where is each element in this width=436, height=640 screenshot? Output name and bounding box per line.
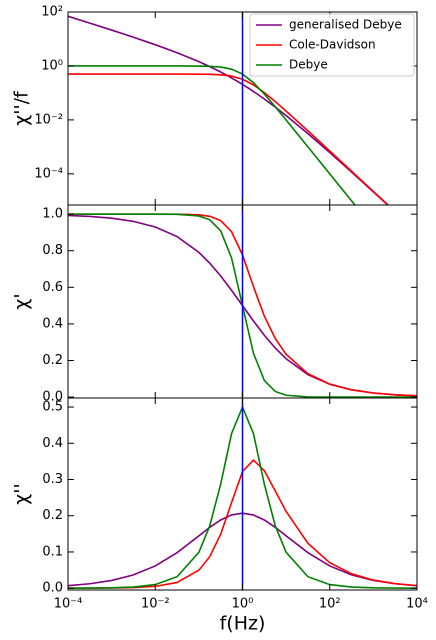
x-tick-label: 10² [319,597,341,612]
x-tick-label: 10⁻⁴ [54,597,83,612]
legend-label: Debye [289,58,328,72]
y-tick-label: 0.8 [42,243,63,258]
plot-area [68,12,390,205]
y-tick-label: 0.5 [42,400,63,415]
x-tick-label: 10⁰ [232,597,254,612]
y-axis-label: χ'' [11,483,33,504]
y-tick-label: 0.4 [42,316,63,331]
y-axis-label: χ''/f [11,90,33,126]
x-tick-label: 10⁻² [141,597,170,612]
legend-box [249,13,415,77]
y-tick-label: 10⁻² [34,112,63,127]
y-tick-label: 0.2 [42,508,63,523]
y-tick-label: 0.6 [42,280,63,295]
y-tick-label: 10² [41,5,63,20]
x-tick-label: 10⁴ [406,597,428,612]
y-tick-label: 10⁰ [41,58,63,73]
plot-area [68,205,417,398]
y-tick-label: 0.0 [42,581,63,596]
y-tick-label: 0.2 [42,353,63,368]
y-tick-label: 0.0 [42,390,63,405]
plot-area [68,398,417,590]
y-axis-label: χ' [11,293,33,309]
x-axis-label: f(Hz) [220,613,266,635]
legend-label: Cole-Davidson [289,38,376,52]
y-tick-label: 1.0 [42,207,63,222]
y-tick-label: 0.3 [42,472,63,487]
legend-label: generalised Debye [289,18,402,32]
y-tick-label: 0.1 [42,544,63,559]
plot-frame [67,397,418,591]
y-tick-label: 10⁻⁴ [34,166,63,181]
y-tick-label: 0.4 [42,436,63,451]
